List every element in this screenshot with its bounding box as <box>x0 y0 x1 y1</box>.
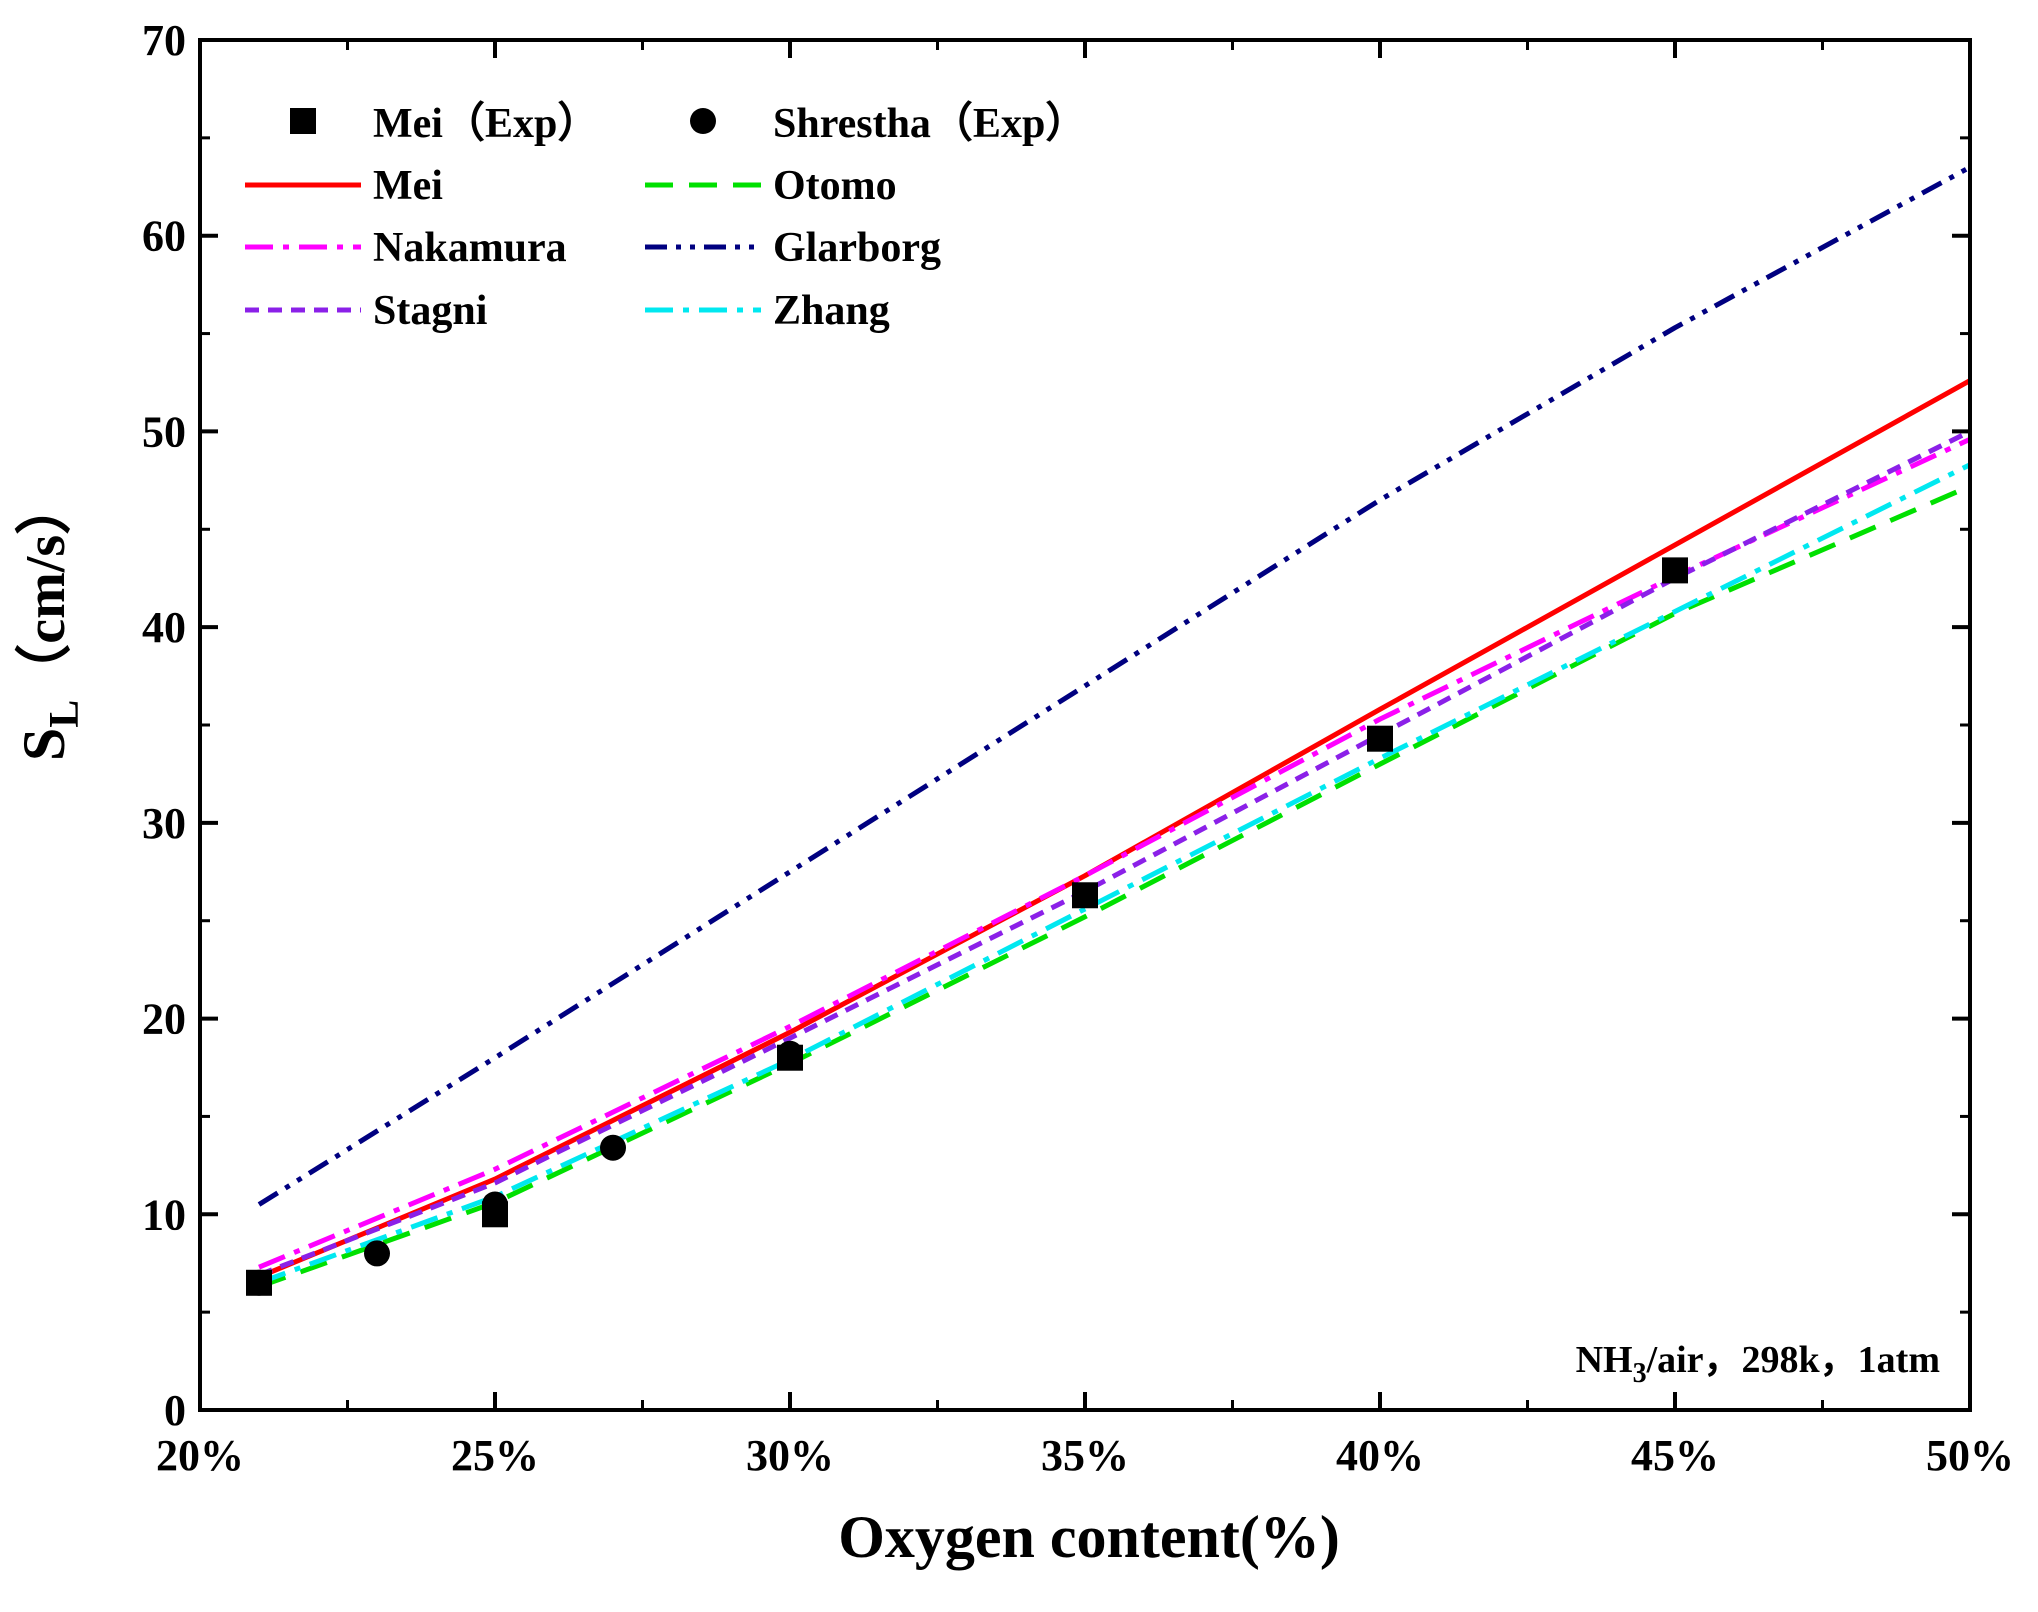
legend-label-mei: Mei <box>373 163 443 209</box>
y-tick-label: 40 <box>142 603 186 652</box>
y-axis-title: SL（cm/s） <box>11 479 88 761</box>
legend-label-nakamura: Nakamura <box>373 225 567 271</box>
data-point-shrestha-exp <box>364 1240 390 1267</box>
y-axis-title-unit: （cm/s） <box>14 479 77 700</box>
y-tick-label: 0 <box>164 1386 186 1435</box>
legend: Mei（Exp） Shrestha（Exp） Mei Otomo Nakamura Gla… <box>245 100 1087 334</box>
legend-label-zhang: Zhang <box>773 288 890 334</box>
y-tick-label: 10 <box>142 1190 186 1239</box>
y-tick-label: 70 <box>142 16 186 65</box>
series-line-glarborg <box>257 165 1972 1207</box>
condition-annotation: NH3/air，298k，1atm <box>1576 1339 1940 1389</box>
series-layer <box>246 165 1972 1296</box>
data-point-shrestha-exp <box>482 1191 508 1218</box>
annotation-subscript: 3 <box>1633 1358 1647 1389</box>
y-axis-title-subscript: L <box>42 700 88 728</box>
y-tick-label: 20 <box>142 995 186 1044</box>
svg-text:SL（cm/s）: SL（cm/s） <box>11 479 88 761</box>
series-line-stagni <box>258 429 1972 1278</box>
legend-marker-mei-exp <box>290 108 316 134</box>
legend-marker-shrestha-exp <box>690 108 716 134</box>
y-tick-label: 30 <box>142 799 186 848</box>
data-point-mei-exp <box>1367 725 1393 752</box>
x-tick-label: 40% <box>1336 1431 1424 1480</box>
y-axis-title-main: S <box>11 728 77 761</box>
x-axis-title: Oxygen content(%) <box>838 1504 1340 1570</box>
x-tick-label: 45% <box>1631 1431 1719 1480</box>
series-line-mei <box>258 378 1972 1280</box>
legend-label-otomo: Otomo <box>773 163 897 209</box>
tick-labels: 20% 25% 30% 35% 40% 45% 50% 0 10 20 30 40 50 60 70 <box>142 16 2014 1480</box>
data-point-mei-exp <box>1072 882 1098 909</box>
x-tick-label: 25% <box>451 1431 539 1480</box>
annotation-prefix: NH <box>1576 1339 1633 1381</box>
legend-label-stagni: Stagni <box>373 288 488 334</box>
axis-ticks <box>198 38 1972 1412</box>
data-point-shrestha-exp <box>600 1134 626 1161</box>
data-point-shrestha-exp <box>246 1269 272 1296</box>
x-tick-label: 30% <box>746 1431 834 1480</box>
x-tick-label: 20% <box>156 1431 244 1480</box>
series-line-zhang <box>258 462 1972 1286</box>
data-point-mei-exp <box>1662 557 1688 584</box>
legend-label-glarborg: Glarborg <box>773 225 941 271</box>
legend-label-mei-exp: Mei（Exp） <box>373 100 599 147</box>
annotation-suffix: /air，298k，1atm <box>1646 1339 1940 1381</box>
legend-label-shrestha-exp: Shrestha（Exp） <box>773 100 1087 147</box>
x-tick-label: 50% <box>1926 1431 2014 1480</box>
y-tick-label: 50 <box>142 407 186 456</box>
series-line-otomo <box>258 483 1971 1290</box>
series-line-nakamura <box>258 436 1972 1270</box>
data-point-shrestha-exp <box>777 1040 803 1067</box>
x-tick-label: 35% <box>1041 1431 1129 1480</box>
y-tick-label: 60 <box>142 212 186 261</box>
